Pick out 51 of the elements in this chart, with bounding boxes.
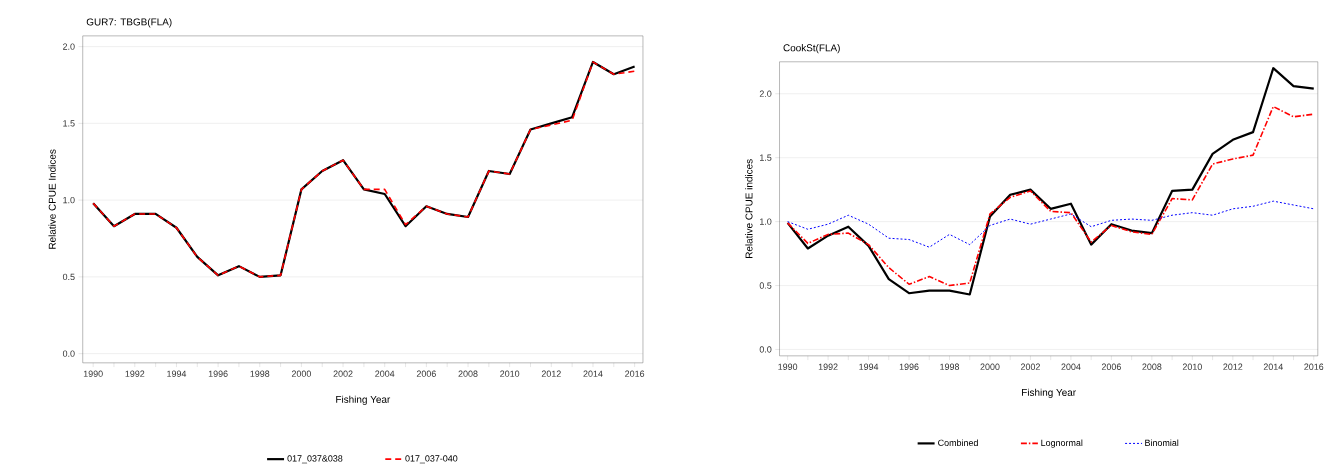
- x-tick-label: 2016: [625, 370, 645, 377]
- y-tick-label: 2.0: [63, 43, 75, 50]
- legend-label: 017_037-040: [405, 455, 458, 464]
- x-tick-label: 2010: [500, 370, 520, 377]
- x-tick-label: 2004: [1061, 363, 1081, 370]
- x-tick-label: 1990: [83, 370, 103, 377]
- x-tick-label: 1998: [940, 363, 960, 370]
- legend-label: Binomial: [1145, 439, 1179, 446]
- x-tick-label: 1998: [250, 370, 270, 377]
- x-tick-label: 2012: [1223, 363, 1243, 370]
- x-tick-label: 1992: [818, 363, 838, 370]
- y-tick-label: 1.0: [760, 218, 772, 225]
- x-tick-label: 1994: [859, 363, 879, 370]
- x-axis-title: Fishing Year: [336, 395, 391, 405]
- y-tick-label: 0.5: [759, 282, 772, 289]
- x-tick-label: 2006: [1101, 363, 1121, 370]
- y-tick-label: 2.0: [759, 90, 772, 97]
- y-tick-label: 0.5: [62, 273, 75, 281]
- y-axis-title: Relative CPUE Indices: [48, 149, 56, 249]
- x-tick-label: 2008: [1142, 363, 1162, 370]
- x-tick-label: 1996: [208, 370, 228, 377]
- x-axis-title: Fishing Year: [1022, 388, 1076, 398]
- x-tick-label: 2012: [541, 370, 561, 377]
- y-tick-label: 1.0: [63, 196, 75, 204]
- legend-label: 017_037&038: [287, 455, 343, 464]
- y-tick-label: 0.0: [62, 350, 75, 357]
- y-tick-label: 0.0: [759, 346, 772, 353]
- x-tick-label: 2002: [1020, 363, 1040, 370]
- x-tick-label: 2014: [583, 370, 603, 377]
- x-tick-label: 2000: [291, 370, 312, 377]
- y-tick-label: 1.5: [760, 154, 772, 161]
- x-tick-label: 2014: [1263, 363, 1283, 370]
- x-tick-label: 1992: [125, 370, 145, 377]
- line-series: [786, 105, 1315, 287]
- chart-title: GUR7: TBGB(FLA): [86, 18, 172, 28]
- legend-label: Lognormal: [1041, 439, 1083, 448]
- chart-title: CookSt(FLA): [783, 44, 840, 54]
- x-tick-label: 2002: [333, 370, 353, 377]
- x-tick-label: 2010: [1182, 363, 1202, 370]
- y-tick-label: 1.5: [63, 120, 75, 127]
- line-series: [786, 67, 1315, 296]
- x-tick-label: 1994: [167, 370, 187, 377]
- x-tick-label: 2006: [416, 370, 436, 377]
- x-tick-label: 2004: [375, 370, 395, 377]
- x-tick-label: 2008: [458, 370, 478, 377]
- x-tick-label: 2000: [980, 363, 1000, 370]
- x-tick-label: 1990: [778, 363, 798, 370]
- legend-label: Combined: [938, 439, 978, 446]
- x-tick-label: 1996: [899, 363, 919, 370]
- y-axis-title: Relative CPUE indices: [745, 159, 753, 258]
- x-tick-label: 2016: [1304, 363, 1324, 370]
